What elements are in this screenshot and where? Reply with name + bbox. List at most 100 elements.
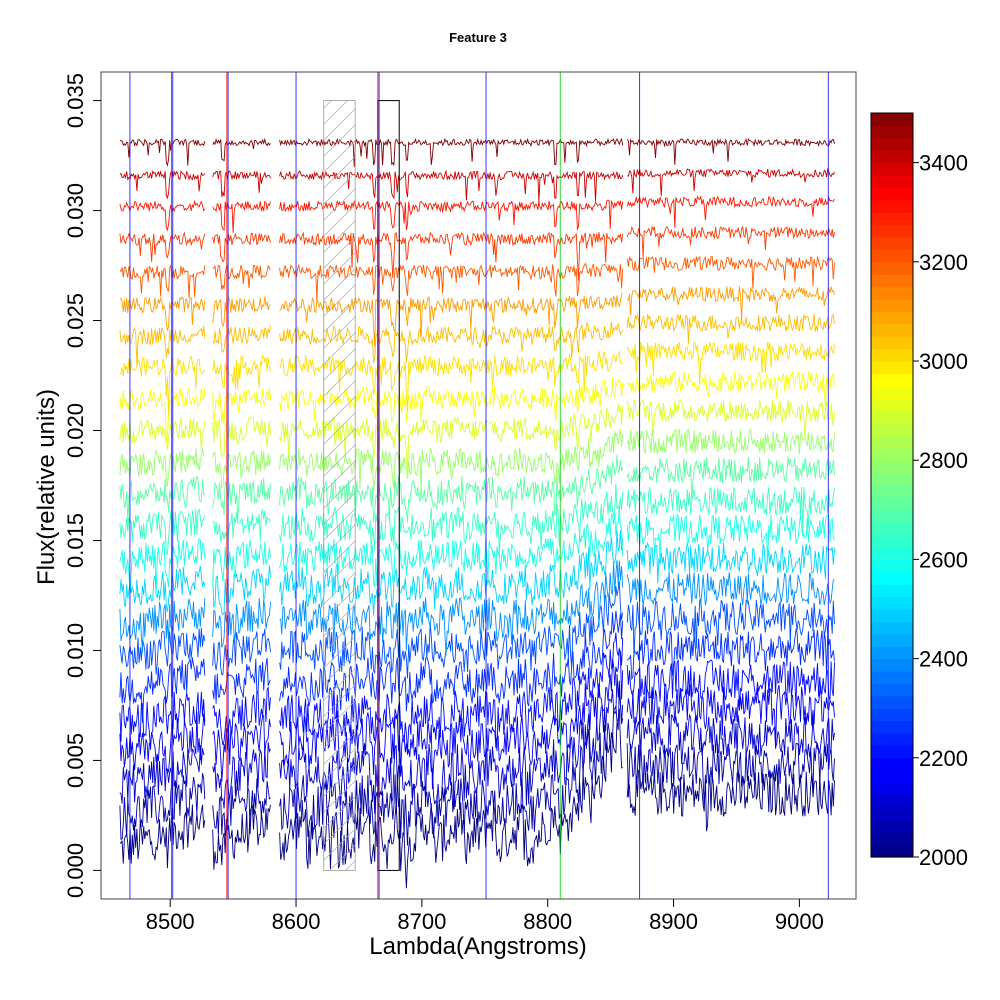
x-tick-label: 8500 [146, 909, 195, 934]
colorbar-swatch [871, 423, 913, 436]
spectrum-series-3500 [119, 137, 835, 167]
colorbar-swatch [871, 807, 913, 821]
x-axis-label: Lambda(Angstroms) [369, 933, 586, 960]
colorbar-swatch [871, 435, 913, 449]
spectrum-series-3250 [119, 225, 835, 281]
colorbar-swatch [871, 819, 913, 833]
colorbar-swatch [871, 187, 913, 201]
y-axis-label: Flux(relative units) [33, 389, 60, 585]
colorbar-swatch [871, 646, 913, 660]
colorbar-swatch [871, 720, 913, 734]
colorbar-swatch [871, 137, 913, 151]
x-tick-label: 8800 [523, 909, 572, 934]
colorbar-swatch [871, 261, 913, 275]
spectrum-series-2800 [119, 427, 835, 494]
colorbar-swatch [871, 633, 913, 647]
colorbar-swatch [871, 348, 913, 362]
spectrum-series-2250 [119, 610, 835, 723]
spectrum-series-2700 [119, 455, 835, 523]
x-tick-label: 8900 [649, 909, 698, 934]
colorbar-frame [870, 112, 914, 858]
colorbar-swatch [871, 485, 913, 498]
colorbar-tick-label: 3200 [919, 250, 968, 275]
colorbar-swatch [871, 547, 913, 560]
chart-title: Feature 3 [449, 30, 507, 45]
colorbar-tick-label: 2800 [919, 448, 968, 473]
colorbar-swatch [871, 175, 913, 188]
plot-area [119, 72, 835, 899]
spectrum-series-3050 [119, 313, 835, 365]
colorbar-swatch [871, 150, 913, 164]
colorbar-swatch [871, 410, 913, 424]
spectrum-series-3000 [119, 341, 835, 417]
colorbar-swatch [871, 509, 913, 523]
spectrum-series-3200 [119, 256, 835, 301]
colorbar: 2000 2200 2400 2600 2800 3000 3200 3400 [870, 112, 968, 870]
colorbar-swatch [871, 559, 913, 573]
colorbar-swatch [871, 460, 913, 474]
spectrum-series-3300 [119, 195, 835, 233]
spectrum-series-2400 [119, 560, 835, 656]
spectrum-series-3100 [119, 286, 835, 347]
spectrum-series-2900 [119, 399, 835, 478]
colorbar-swatch [871, 795, 913, 808]
spectrum-series-2650 [119, 483, 835, 555]
colorbar-swatch [871, 224, 913, 238]
colorbar-swatch [871, 671, 913, 684]
colorbar-tick-label: 2600 [919, 547, 968, 572]
colorbar-swatch [871, 398, 913, 412]
colorbar-swatch [871, 472, 913, 486]
colorbar-swatch [871, 534, 913, 548]
spectrum-series-2600 [119, 504, 835, 596]
y-tick-label: 0.000 [63, 843, 88, 898]
x-tick-label: 8700 [397, 909, 446, 934]
colorbar-swatch [871, 113, 913, 126]
colorbar-swatch [871, 609, 913, 622]
colorbar-swatch [871, 658, 913, 672]
colorbar-swatch [871, 361, 913, 374]
colorbar-swatch [871, 274, 913, 288]
colorbar-tick-label: 3400 [919, 151, 968, 176]
y-tick-label: 0.010 [63, 623, 88, 678]
colorbar-swatch [871, 745, 913, 759]
colorbar-swatch [871, 584, 913, 598]
axes: 8500 8600 8700 8800 8900 9000 0.000 0.005 0.010 0… [63, 73, 824, 934]
colorbar-swatch [871, 286, 913, 300]
colorbar-tick-label: 2000 [919, 845, 968, 870]
plot-frame [100, 71, 857, 900]
colorbar-swatch [871, 695, 913, 709]
colorbar-swatch [871, 757, 913, 771]
spectrum-series-2950 [119, 369, 835, 443]
y-tick-label: 0.030 [63, 183, 88, 238]
colorbar-swatch [871, 733, 913, 746]
spectrum-series-2150 [119, 650, 835, 790]
colorbar-tick-label: 2200 [919, 746, 968, 771]
colorbar-swatch [871, 162, 913, 176]
colorbar-swatch [871, 683, 913, 697]
colorbar-swatch [871, 336, 913, 350]
spectrum-series-2300 [119, 580, 835, 679]
colorbar-swatch [871, 237, 913, 250]
colorbar-swatch [871, 621, 913, 635]
colorbar-swatch [871, 373, 913, 387]
spectrum-series-2200 [119, 632, 835, 754]
colorbar-swatch [871, 844, 913, 858]
colorbar-swatch [871, 212, 913, 226]
colorbar-swatch [871, 311, 913, 325]
colorbar-swatch [871, 385, 913, 399]
colorbar-swatch [871, 832, 913, 846]
colorbar-swatch [871, 447, 913, 461]
spectrum-series-3400 [119, 167, 835, 202]
colorbar-swatch [871, 199, 913, 213]
colorbar-swatch [871, 770, 913, 784]
y-tick-label: 0.015 [63, 513, 88, 568]
spectrum-series-2000 [119, 708, 835, 889]
colorbar-swatch [871, 782, 913, 796]
y-tick-label: 0.035 [63, 73, 88, 128]
y-tick-label: 0.020 [63, 403, 88, 458]
x-tick-label: 9000 [775, 909, 824, 934]
x-tick-label: 8600 [272, 909, 321, 934]
colorbar-swatch [871, 497, 913, 511]
spectrum-series-2500 [119, 530, 835, 616]
